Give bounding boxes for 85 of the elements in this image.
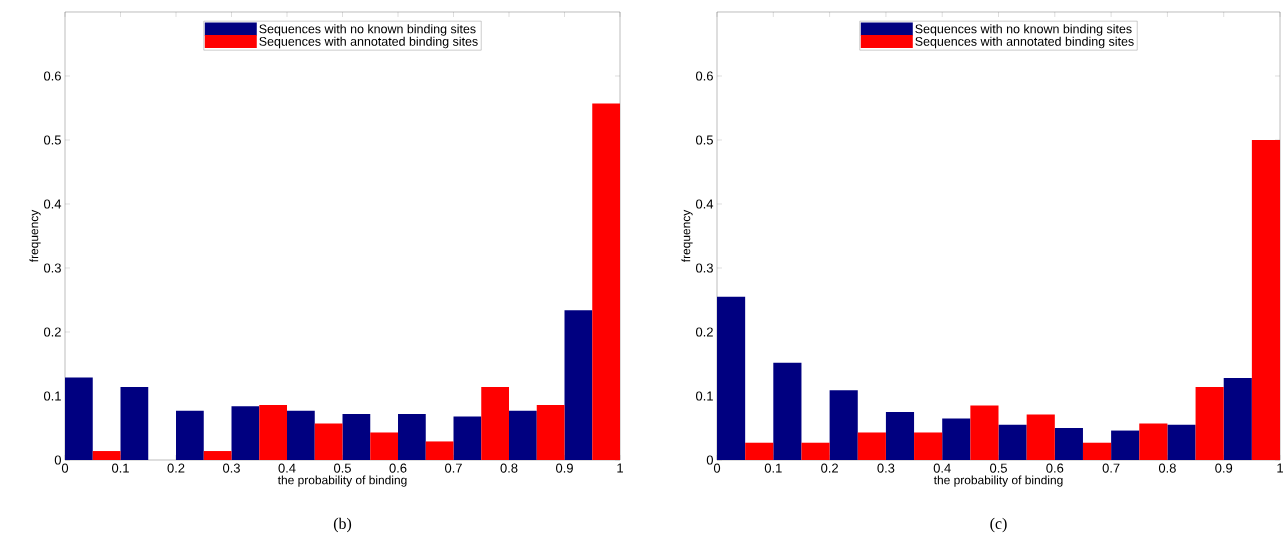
bar (773, 362, 802, 460)
x-tick-label: 0 (713, 463, 721, 473)
bar (536, 404, 565, 460)
y-axis-title: frequency (29, 209, 41, 263)
bar (592, 103, 621, 460)
text: (b) (333, 517, 352, 533)
y-tick-label: 0.5 (695, 135, 713, 145)
x-tick-label: 0.4 (278, 463, 296, 473)
y-tick-label: 0.1 (695, 391, 713, 401)
bar (120, 387, 149, 460)
bar (829, 390, 858, 460)
y-tick-label: 0.5 (43, 135, 61, 145)
bar (1139, 423, 1168, 460)
y-tick-label: 0.2 (43, 327, 61, 337)
bar (176, 410, 204, 460)
x-tick-label: 1 (1277, 463, 1283, 473)
x-tick-label: 0.5 (334, 463, 351, 473)
bar (717, 296, 746, 460)
bar (425, 441, 454, 460)
bar (314, 423, 343, 460)
bar (398, 413, 426, 460)
x-tick-label: 0.6 (1046, 463, 1064, 473)
y-axis-title: frequency (681, 209, 693, 263)
x-tick-label: 1 (617, 463, 623, 473)
bar (1195, 387, 1224, 460)
bar (92, 451, 121, 460)
bar (745, 442, 774, 460)
bar (564, 310, 593, 460)
bar (509, 410, 537, 460)
bar (1111, 430, 1140, 460)
bar (481, 387, 509, 460)
x-tick-label: 0.9 (1215, 463, 1233, 473)
y-tick-label: 0.2 (695, 327, 713, 337)
y-tick-label: 0 (706, 455, 713, 465)
y-tick-label: 0 (54, 455, 61, 465)
x-tick-label: 0.6 (389, 463, 407, 473)
bar (1026, 414, 1055, 460)
bar (914, 432, 943, 460)
bar (1054, 428, 1083, 460)
bar (259, 404, 287, 460)
x-tick-label: 0.2 (167, 463, 185, 473)
text: (c) (990, 517, 1007, 533)
bar (1082, 442, 1112, 460)
x-tick-label: 0.4 (933, 463, 951, 473)
bar (65, 377, 93, 460)
bar (231, 406, 260, 460)
x-axis-title: the probability of binding (933, 475, 1063, 487)
y-tick-label: 0.3 (43, 263, 61, 273)
legend-label: Sequences with annotated binding sites (915, 36, 1134, 49)
x-tick-label: 0 (61, 463, 69, 473)
x-tick-label: 0.8 (1158, 463, 1176, 473)
bar (1167, 424, 1196, 460)
x-tick-label: 0.3 (877, 463, 895, 473)
y-tick-label: 0.3 (695, 263, 713, 273)
y-tick-label: 0.1 (43, 391, 61, 401)
bar (370, 432, 398, 460)
y-tick-label: 0.4 (695, 199, 714, 209)
bar (942, 418, 971, 460)
bar (1251, 140, 1281, 460)
bar (801, 442, 830, 460)
x-tick-label: 0.5 (990, 463, 1007, 473)
x-tick-label: 0.7 (445, 463, 462, 473)
bar (970, 405, 999, 460)
bar (857, 432, 886, 460)
bar (287, 410, 315, 460)
bar (203, 451, 232, 460)
x-tick-label: 0.1 (112, 463, 129, 473)
legend-label: Sequences with no known binding sites (259, 24, 476, 36)
x-tick-label: 0.2 (821, 463, 838, 473)
x-tick-label: 0.9 (556, 463, 573, 473)
y-tick-label: 0.6 (43, 71, 61, 81)
y-tick-label: 0.4 (43, 199, 62, 209)
bar (342, 413, 371, 460)
x-tick-label: 0.7 (1102, 463, 1120, 473)
bar (998, 424, 1027, 460)
x-tick-label: 0.1 (764, 463, 782, 473)
x-axis-title: the probability of binding (277, 475, 407, 487)
y-tick-label: 0.6 (695, 71, 713, 81)
legend-label: Sequences with no known binding sites (915, 24, 1132, 36)
x-tick-label: 0.3 (223, 463, 240, 473)
bar (1223, 378, 1252, 460)
bar (885, 412, 915, 460)
bar (453, 416, 482, 460)
x-tick-label: 0.8 (500, 463, 518, 473)
legend-label: Sequences with annotated binding sites (259, 36, 478, 49)
